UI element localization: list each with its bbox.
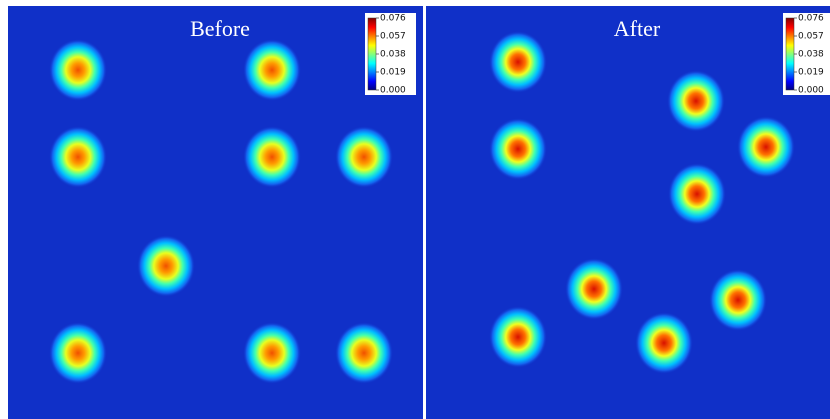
panel-after: After: [426, 6, 830, 419]
spot: [243, 322, 301, 384]
colorbar-tick-label: 0.000: [798, 86, 824, 96]
spot: [737, 116, 795, 178]
spot: [668, 163, 726, 225]
colorbar-gradient: [368, 18, 376, 90]
spot: [49, 126, 107, 188]
figure: Before After 0.0000.0190.0380.0570.0760.…: [0, 0, 830, 419]
spot: [635, 312, 693, 374]
spot: [243, 126, 301, 188]
heatmap-background: [426, 6, 830, 419]
panel-before: Before: [8, 6, 423, 419]
colorbar-tick-label: 0.057: [798, 32, 824, 42]
colorbar: 0.000 0.019 0.038 0.057 0.076: [783, 13, 830, 96]
spot: [49, 39, 107, 101]
spot: [335, 322, 393, 384]
panel-title: Before: [190, 16, 250, 41]
page: {"panels": [ {"title": "Before", "colorb…: [0, 0, 830, 419]
spot: [489, 306, 547, 368]
spot: [489, 31, 547, 93]
spot: [565, 258, 623, 320]
colorbar-tick-label: 0.000: [380, 86, 406, 96]
spot: [489, 118, 547, 180]
colorbar-tick-label: 0.019: [798, 68, 824, 78]
spot: [667, 70, 725, 132]
colorbar-tick-label: 0.019: [380, 68, 406, 78]
colorbar-tick-label: 0.076: [380, 14, 406, 24]
colorbar-tick-label: 0.076: [798, 14, 824, 24]
spot: [243, 39, 301, 101]
colorbar-gradient: [786, 18, 794, 90]
colorbar-tick-label: 0.057: [380, 32, 406, 42]
spot: [709, 269, 767, 331]
spot: [49, 322, 107, 384]
panel-title: After: [614, 16, 661, 41]
colorbar: 0.000 0.019 0.038 0.057 0.076: [365, 13, 416, 96]
colorbar-tick-label: 0.038: [380, 50, 406, 60]
spot: [137, 235, 195, 297]
spot: [335, 126, 393, 188]
colorbar-tick-label: 0.038: [798, 50, 824, 60]
